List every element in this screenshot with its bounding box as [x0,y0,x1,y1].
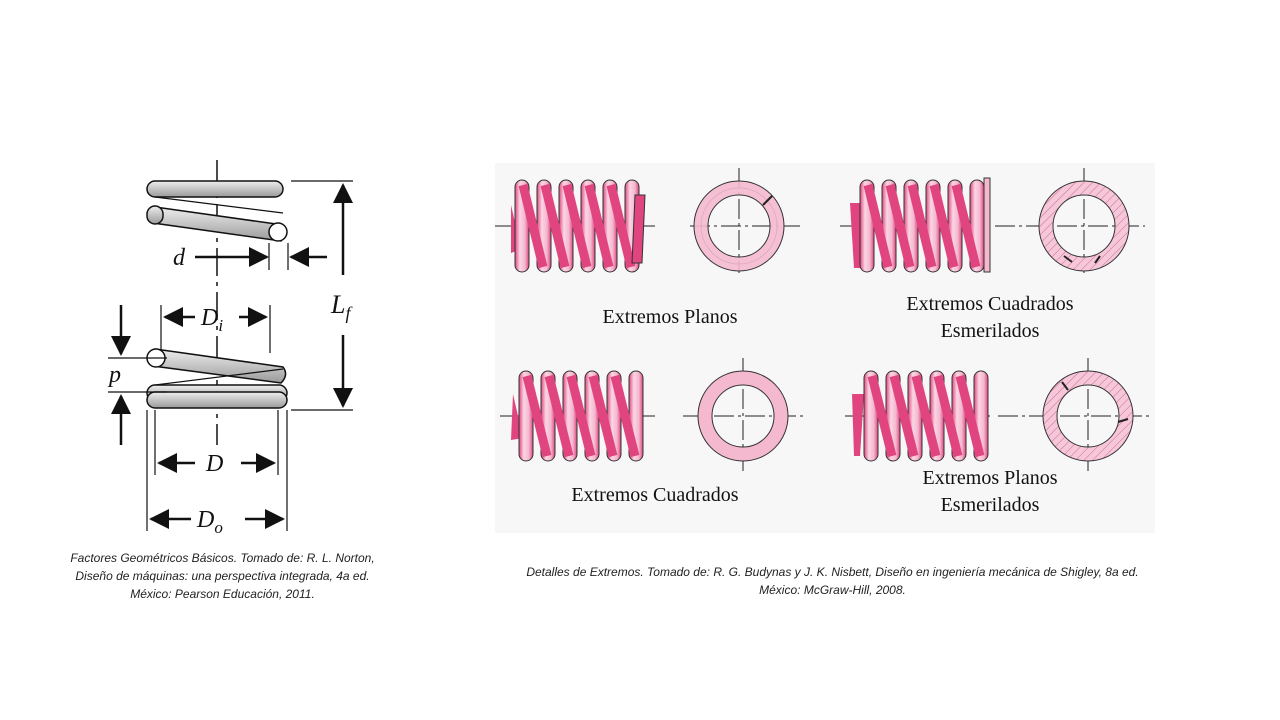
panel-extremos-planos-esmerilados: Extremos Planos Esmerilados [845,358,1150,516]
label-p: p [107,362,121,388]
spring-geometry-diagram: d Lf Di p D Do [107,160,353,537]
caption-right-line-1: Detalles de Extremos. Tomado de: R. G. B… [526,565,1139,579]
panel-extremos-cuadrados: Extremos Cuadrados [500,358,805,506]
label-di: Di [200,305,223,335]
label-do: Do [196,507,223,537]
panel-title-2-line-1: Extremos Cuadrados [906,293,1073,315]
panel-title-2-line-2: Esmerilados [941,320,1040,342]
panel-title-3-line-1: Extremos Cuadrados [571,484,738,506]
caption-left: Factores Geométricos Básicos. Tomado de:… [40,549,405,603]
panel-extremos-planos: Extremos Planos [495,168,800,328]
panel-extremos-cuadrados-esmerilados: Extremos Cuadrados Esmerilados [840,168,1145,342]
caption-left-line-1: Factores Geométricos Básicos. Tomado de:… [70,551,375,565]
spring-end-details-diagram: Extremos Planos Extremos Cuadrados Esmer… [495,163,1155,533]
bottom-coil-stack [146,348,288,409]
caption-left-line-2: Diseño de máquinas: una perspectiva inte… [75,569,370,583]
caption-right: Detalles de Extremos. Tomado de: R. G. B… [480,563,1185,599]
label-lf: Lf [330,290,353,323]
top-coil-pair [146,180,288,242]
caption-left-line-3: México: Pearson Educación, 2011. [130,587,315,601]
panel-title-4-line-1: Extremos Planos [923,467,1058,489]
label-D: D [205,451,223,477]
caption-right-line-2: México: McGraw-Hill, 2008. [759,583,906,597]
label-d: d [173,245,186,271]
panel-title-4-line-2: Esmerilados [941,494,1040,516]
panel-title-1-line-1: Extremos Planos [603,306,738,328]
